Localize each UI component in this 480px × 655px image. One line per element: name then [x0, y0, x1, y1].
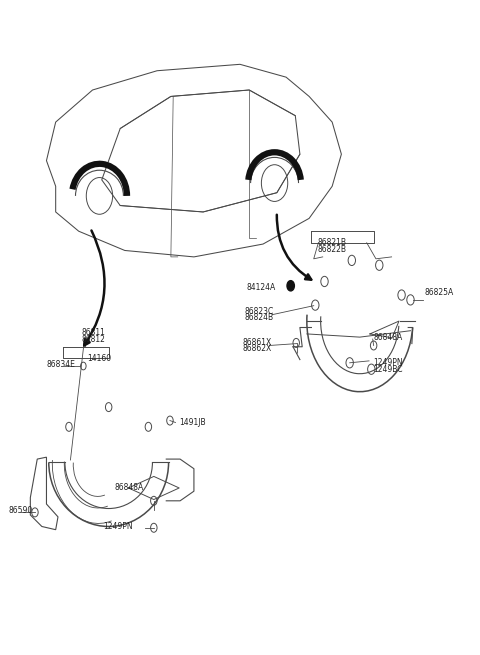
Text: 1249PN: 1249PN — [103, 522, 132, 531]
Text: 86862X: 86862X — [243, 344, 272, 353]
Text: 14160: 14160 — [87, 354, 111, 363]
Text: 86812: 86812 — [82, 335, 106, 344]
Text: 86822B: 86822B — [318, 245, 347, 253]
Text: 1249PN: 1249PN — [373, 358, 403, 367]
Text: 1249BC: 1249BC — [373, 365, 403, 374]
Text: 86590: 86590 — [9, 506, 33, 515]
Text: 86811: 86811 — [82, 328, 106, 337]
Text: 86821B: 86821B — [318, 238, 347, 248]
Text: 86825A: 86825A — [424, 288, 454, 297]
Text: 86861X: 86861X — [243, 338, 272, 346]
Text: 86823C: 86823C — [245, 307, 274, 316]
Text: 86848A: 86848A — [373, 333, 403, 342]
Text: 84124A: 84124A — [246, 283, 276, 292]
Text: 86848A: 86848A — [115, 483, 144, 493]
Text: 86824B: 86824B — [245, 313, 274, 322]
Text: 1491JB: 1491JB — [179, 418, 206, 427]
Text: 86834E: 86834E — [47, 360, 76, 369]
Circle shape — [287, 280, 294, 291]
